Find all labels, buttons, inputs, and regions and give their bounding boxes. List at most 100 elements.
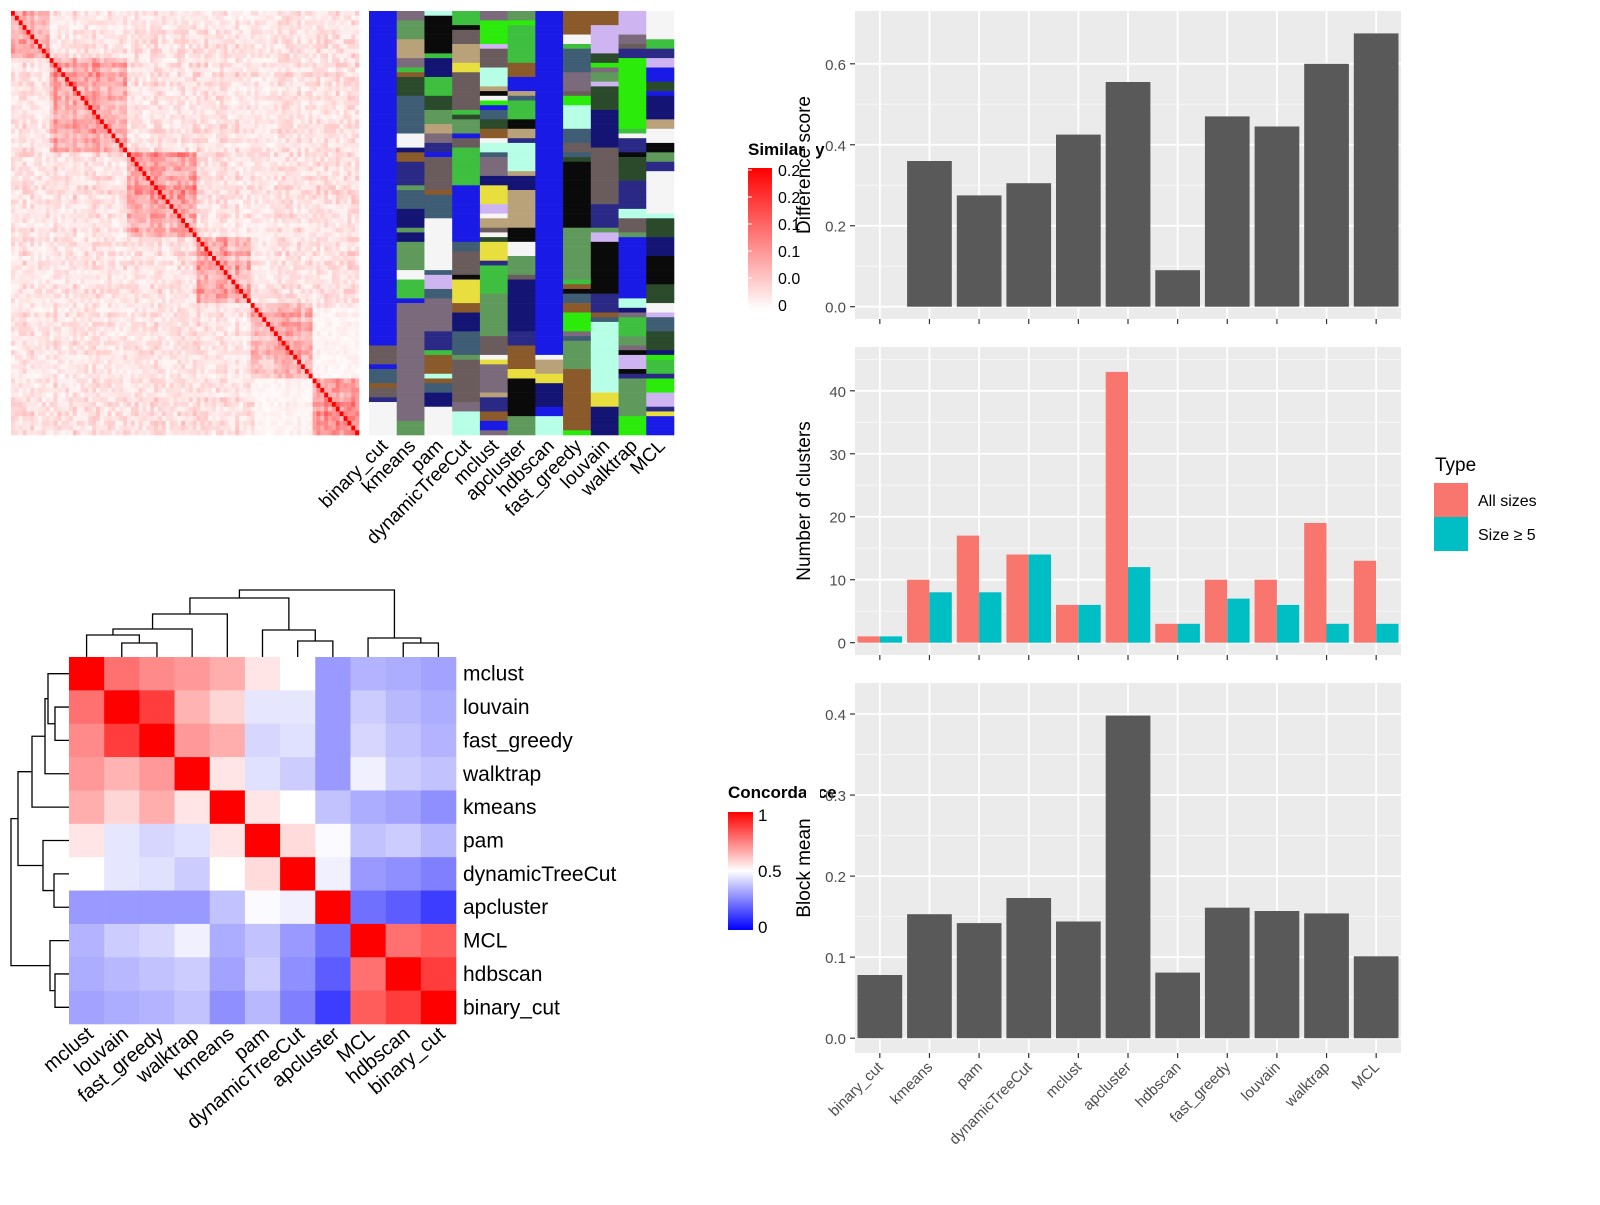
- similarity-cell: [150, 43, 155, 49]
- similarity-cell: [246, 152, 252, 158]
- similarity-cell: [231, 190, 236, 196]
- similarity-cell: [243, 95, 248, 101]
- similarity-cell: [57, 138, 62, 144]
- similarity-cell: [142, 114, 147, 120]
- similarity-cell: [18, 86, 23, 92]
- similarity-cell: [324, 48, 329, 54]
- similarity-cell: [212, 109, 217, 115]
- similarity-cell: [45, 34, 50, 40]
- similarity-cell: [115, 105, 120, 111]
- similarity-cell: [351, 218, 356, 224]
- similarity-cell: [150, 114, 155, 120]
- similarity-cell: [192, 251, 197, 257]
- similarity-cell: [246, 100, 252, 106]
- similarity-cell: [227, 241, 232, 247]
- similarity-cell: [150, 72, 155, 78]
- similarity-cell: [92, 114, 97, 120]
- similarity-cell: [351, 67, 356, 73]
- similarity-cell: [331, 133, 337, 139]
- similarity-cell: [119, 105, 124, 111]
- similarity-cell: [154, 246, 159, 252]
- similarity-cell: [324, 11, 329, 17]
- similarity-cell: [34, 223, 39, 229]
- similarity-cell: [76, 53, 81, 59]
- similarity-cell: [181, 241, 186, 247]
- similarity-cell: [273, 15, 279, 21]
- similarity-cell: [127, 58, 132, 64]
- similarity-cell: [88, 237, 93, 243]
- similarity-cell: [250, 147, 255, 153]
- similarity-cell: [277, 190, 282, 196]
- similarity-cell: [355, 204, 360, 210]
- similarity-cell: [281, 157, 286, 163]
- similarity-cell: [289, 133, 294, 139]
- similarity-cell: [61, 213, 66, 219]
- similarity-cell: [38, 86, 43, 92]
- similarity-cell: [328, 48, 333, 54]
- similarity-cell: [200, 185, 205, 191]
- similarity-cell: [192, 204, 197, 210]
- similarity-cell: [266, 105, 271, 111]
- similarity-cell: [312, 128, 317, 134]
- similarity-cell: [72, 67, 78, 73]
- similarity-cell: [312, 109, 317, 115]
- similarity-cell: [308, 213, 313, 219]
- similarity-cell: [161, 109, 166, 115]
- similarity-cell: [331, 185, 337, 191]
- similarity-cell: [84, 241, 89, 247]
- similarity-cell: [173, 241, 178, 247]
- similarity-cell: [138, 76, 143, 82]
- similarity-cell: [188, 171, 194, 177]
- similarity-cell: [328, 43, 333, 49]
- similarity-cell: [258, 128, 263, 134]
- similarity-cell: [231, 260, 236, 266]
- similarity-cell: [277, 114, 282, 120]
- similarity-cell: [92, 86, 97, 92]
- similarity-cell: [142, 246, 147, 252]
- similarity-cell: [119, 119, 124, 125]
- similarity-cell: [355, 72, 360, 78]
- similarity-cell: [107, 119, 112, 125]
- similarity-cell: [142, 161, 147, 167]
- similarity-cell: [188, 241, 194, 247]
- similarity-cell: [200, 11, 205, 17]
- similarity-cell: [181, 251, 186, 257]
- similarity-cell: [347, 15, 352, 21]
- similarity-cell: [301, 91, 306, 97]
- similarity-cell: [177, 161, 182, 167]
- similarity-cell: [119, 81, 124, 87]
- similarity-cell: [347, 157, 352, 163]
- similarity-cell: [154, 208, 159, 214]
- similarity-cell: [301, 255, 306, 261]
- similarity-cell: [262, 25, 267, 31]
- similarity-cell: [157, 138, 163, 144]
- similarity-cell: [227, 67, 232, 73]
- similarity-cell: [177, 223, 182, 229]
- similarity-cell: [22, 166, 27, 172]
- similarity-cell: [273, 53, 279, 59]
- similarity-cell: [239, 190, 244, 196]
- similarity-cell: [246, 124, 252, 130]
- similarity-cell: [223, 43, 228, 49]
- similarity-cell: [150, 138, 155, 144]
- similarity-cell: [243, 194, 248, 200]
- similarity-cell: [45, 124, 50, 130]
- similarity-cell: [38, 53, 43, 59]
- similarity-cell: [123, 265, 128, 271]
- similarity-cell: [293, 175, 298, 181]
- similarity-cell: [26, 180, 31, 186]
- similarity-cell: [270, 237, 275, 243]
- similarity-cell: [277, 20, 282, 26]
- similarity-cell: [53, 86, 58, 92]
- similarity-cell: [231, 20, 236, 26]
- similarity-cell: [266, 34, 271, 40]
- similarity-cell: [262, 227, 267, 233]
- similarity-cell: [96, 152, 101, 158]
- similarity-cell: [181, 190, 186, 196]
- similarity-cell: [312, 11, 317, 17]
- similarity-cell: [246, 180, 252, 186]
- similarity-cell: [18, 142, 23, 148]
- similarity-cell: [103, 43, 108, 49]
- similarity-cell: [223, 95, 228, 101]
- similarity-cell: [173, 232, 178, 238]
